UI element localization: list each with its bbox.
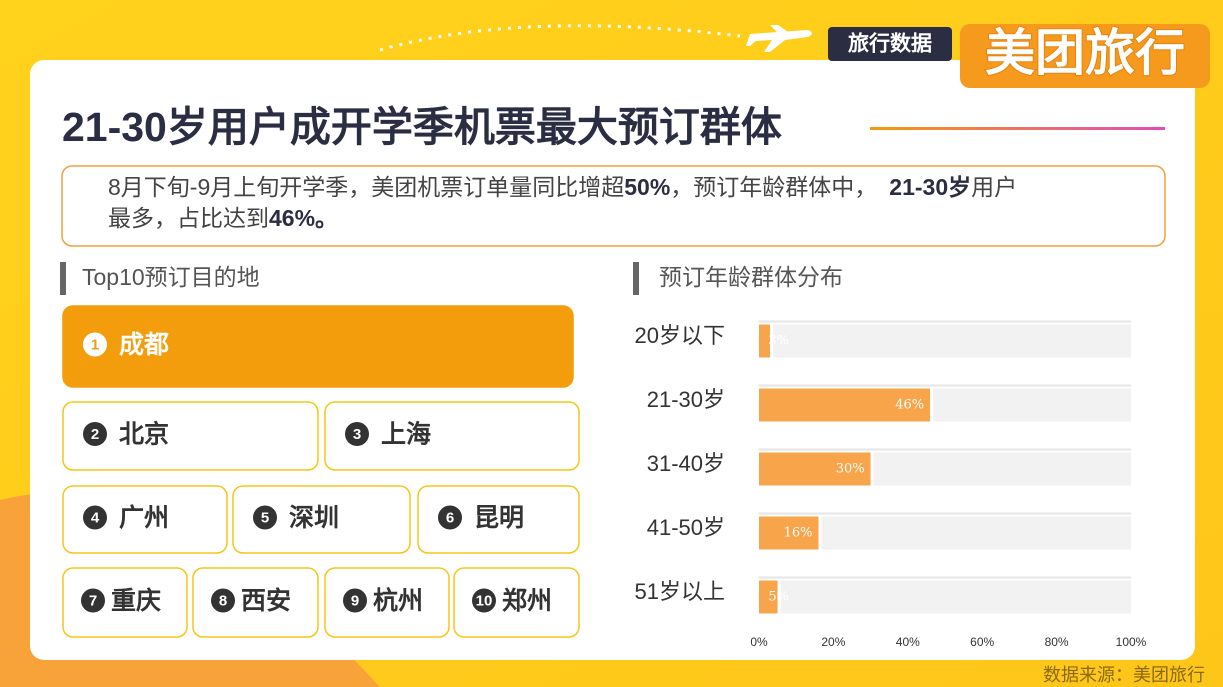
destination-card <box>192 567 319 638</box>
bar-shadow <box>759 384 1131 387</box>
bar-track <box>759 324 1131 358</box>
rank: 10 <box>476 592 493 609</box>
destination-name: 北京 <box>119 420 169 449</box>
rank-badge <box>253 505 277 530</box>
destination-name: 成都 <box>119 331 169 359</box>
destination-card-top <box>62 305 574 388</box>
category-label: 51岁以上 <box>635 579 725 604</box>
bar-shadow <box>759 512 1131 515</box>
destination-name: 深圳 <box>289 504 339 532</box>
destination-name: 西安 <box>241 586 291 615</box>
x-tick-label: 20% <box>821 635 845 649</box>
title-line <box>870 127 1165 130</box>
rank-badge <box>211 588 235 613</box>
rank-badge <box>83 332 107 357</box>
destination-card <box>62 485 228 554</box>
rank-badge <box>345 422 369 446</box>
x-tick-label: 80% <box>1045 635 1069 649</box>
section-marker <box>633 262 639 295</box>
x-tick-label: 60% <box>970 635 994 649</box>
plane-icon <box>746 25 812 52</box>
category-label: 20岁以下 <box>635 323 725 348</box>
source: 数据来源：美团旅行 <box>1043 665 1205 685</box>
logo: 美团旅行 <box>985 25 1185 81</box>
highlight: 21-30岁 <box>889 174 971 200</box>
bar-edge <box>770 324 774 358</box>
rank-badge <box>83 505 107 530</box>
bar-edge <box>870 452 874 486</box>
bar <box>759 516 819 550</box>
bar-shadow <box>759 448 1131 451</box>
destination-name: 昆明 <box>474 504 524 532</box>
destination-name: 广州 <box>119 503 169 532</box>
rank: 6 <box>446 509 454 526</box>
rank-badge <box>438 505 462 530</box>
value-label: 16% <box>784 526 813 541</box>
description-box <box>61 165 1166 247</box>
description-line: 8月下旬-9月上旬开学季，美团机票订单量同比增超50%，预订年龄群体中， 21-3… <box>108 174 1017 200</box>
destination-card <box>232 485 411 554</box>
highlight: 46%。 <box>269 205 338 231</box>
destination-card <box>417 485 580 554</box>
destination-card <box>62 567 188 638</box>
destination-card <box>453 567 580 638</box>
rank: 8 <box>219 592 227 609</box>
category-label: 21-30岁 <box>647 387 725 412</box>
rank: 1 <box>91 336 99 353</box>
rank-badge <box>83 422 107 446</box>
bar-edge <box>930 388 934 422</box>
flight-path <box>379 24 741 52</box>
text: ，预订年龄群体中， <box>670 174 877 200</box>
x-tick-label: 40% <box>896 635 920 649</box>
bar <box>759 388 931 422</box>
destination-card <box>62 401 319 471</box>
bar <box>759 324 771 358</box>
section-title: Top10预订目的地 <box>82 264 260 290</box>
tag-box <box>828 27 952 61</box>
rank: 4 <box>91 509 100 526</box>
destination-name: 杭州 <box>373 586 423 615</box>
rank: 5 <box>261 509 269 526</box>
rank-badge <box>472 588 496 613</box>
x-tick-label: 100% <box>1116 635 1147 649</box>
description-line: 最多，占比达到46%。 <box>108 205 338 231</box>
rank: 9 <box>351 592 359 609</box>
value-label: 46% <box>895 398 924 413</box>
title: 21-30岁用户成开学季机票最大预订群体 <box>62 104 782 150</box>
text: 最多，占比达到 <box>108 205 269 231</box>
rank-badge <box>343 588 367 613</box>
x-tick-label: 0% <box>750 635 768 649</box>
destination-name: 重庆 <box>111 586 161 615</box>
rank: 2 <box>91 426 99 443</box>
bar-shadow <box>759 576 1131 579</box>
rank: 7 <box>89 592 97 609</box>
destination-name: 郑州 <box>502 587 552 615</box>
bar-edge <box>777 580 781 614</box>
highlight: 50% <box>624 174 670 200</box>
bar-edge <box>818 516 822 550</box>
bar <box>759 580 778 614</box>
value-label: 30% <box>836 462 865 477</box>
value-label: 5% <box>768 590 789 605</box>
category-label: 41-50岁 <box>647 515 725 540</box>
destination-card <box>324 567 450 638</box>
text: 8月下旬-9月上旬开学季，美团机票订单量同比增超 <box>108 174 624 200</box>
chart-title: 预订年龄群体分布 <box>659 264 843 290</box>
bar-track <box>759 580 1131 614</box>
rank: 3 <box>353 426 361 443</box>
destination-card <box>324 401 580 471</box>
bar <box>759 452 871 486</box>
logo-box <box>960 24 1210 88</box>
rank-badge <box>81 588 105 613</box>
section-marker <box>60 262 66 295</box>
category-label: 31-40岁 <box>647 451 725 476</box>
value-label: 3% <box>768 334 789 349</box>
bar-shadow <box>759 320 1131 323</box>
tag: 旅行数据 <box>848 32 932 56</box>
destination-name: 上海 <box>381 420 431 449</box>
text: 用户 <box>971 174 1017 200</box>
